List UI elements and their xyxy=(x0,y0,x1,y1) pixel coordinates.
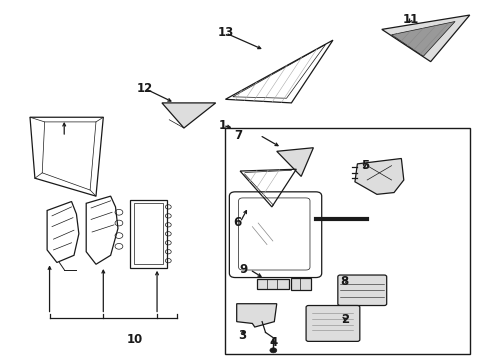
Text: 3: 3 xyxy=(238,329,246,342)
Text: 13: 13 xyxy=(218,27,234,40)
Circle shape xyxy=(270,348,277,353)
Text: 9: 9 xyxy=(240,263,247,276)
Text: 12: 12 xyxy=(137,82,153,95)
Polygon shape xyxy=(392,22,455,56)
Text: 7: 7 xyxy=(234,129,242,142)
Polygon shape xyxy=(355,158,404,194)
Text: 6: 6 xyxy=(233,216,241,229)
Bar xyxy=(225,128,470,354)
Text: 1: 1 xyxy=(219,119,227,132)
Text: 8: 8 xyxy=(340,275,348,288)
Text: 4: 4 xyxy=(269,336,277,348)
Text: 2: 2 xyxy=(341,312,349,326)
Polygon shape xyxy=(257,279,289,289)
Polygon shape xyxy=(237,304,277,327)
Polygon shape xyxy=(382,15,470,62)
FancyBboxPatch shape xyxy=(306,306,360,341)
Polygon shape xyxy=(162,103,216,128)
Text: 10: 10 xyxy=(127,333,143,346)
Text: 11: 11 xyxy=(403,13,419,26)
Polygon shape xyxy=(277,148,314,176)
Polygon shape xyxy=(292,278,311,291)
FancyBboxPatch shape xyxy=(338,275,387,306)
Text: 5: 5 xyxy=(361,159,369,172)
